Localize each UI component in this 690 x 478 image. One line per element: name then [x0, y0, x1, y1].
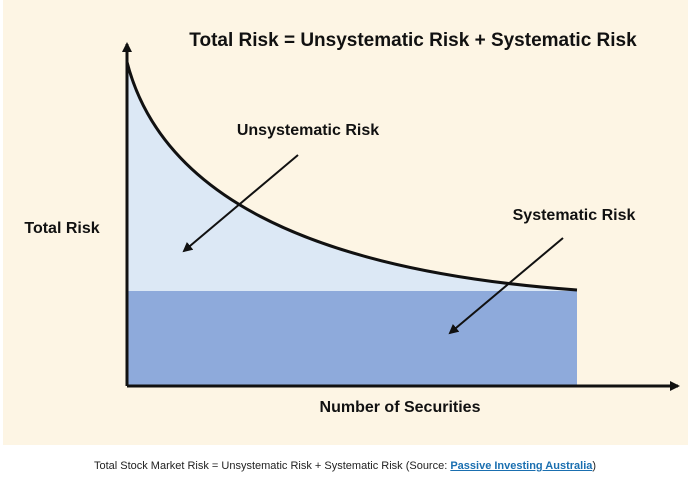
arrow	[448, 237, 564, 335]
caption: Total Stock Market Risk = Unsystematic R…	[0, 460, 690, 472]
title: Total Risk = Unsystematic Risk + Systema…	[189, 30, 637, 51]
risk-curve	[125, 61, 578, 292]
caption-text: Total Stock Market Risk = Unsystematic R…	[93, 460, 451, 472]
source-link[interactable]: Passive Investing Australia	[450, 460, 593, 472]
diagram: Total Risk = Unsystematic Risk + Systema…	[3, 0, 688, 445]
unsystematic-area	[127, 62, 577, 291]
caption-text: )	[592, 460, 597, 472]
systematic-area	[127, 291, 577, 386]
x-axis-label: Number of Securities	[320, 399, 481, 416]
label: Systematic Risk	[513, 207, 636, 224]
arrow	[182, 154, 299, 253]
y-axis-label: Total Risk	[24, 220, 99, 237]
label: Unsystematic Risk	[237, 122, 379, 139]
